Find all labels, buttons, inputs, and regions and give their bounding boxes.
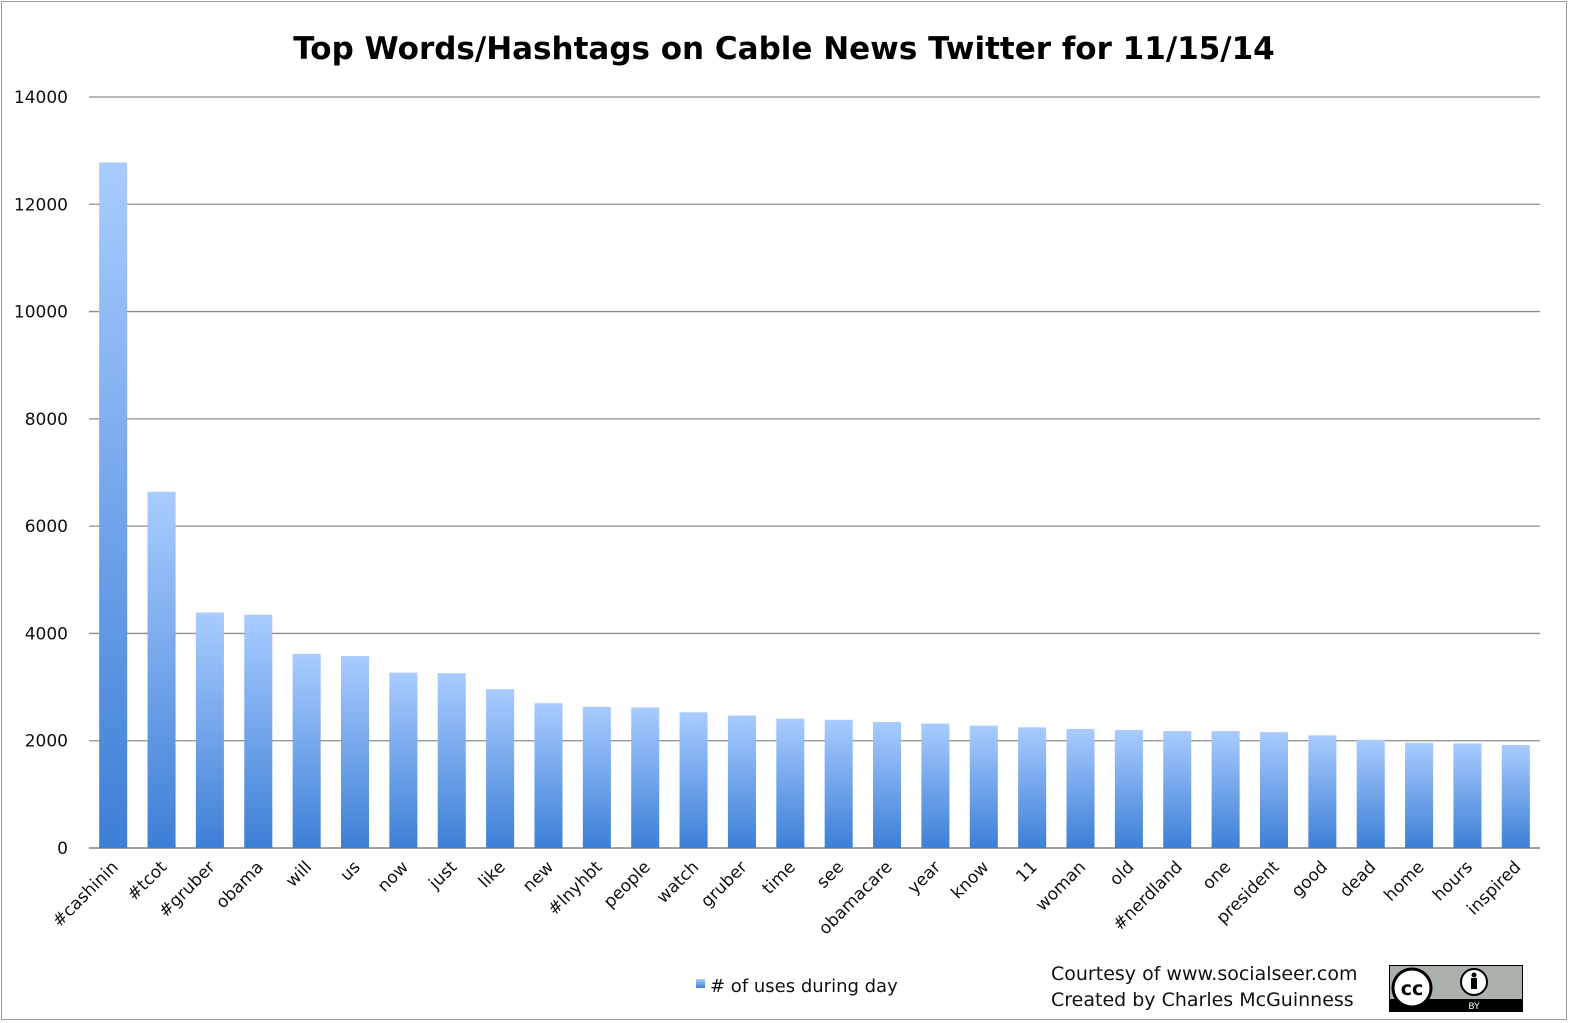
x-tick-label: one bbox=[1199, 857, 1236, 894]
x-tick-label: see bbox=[813, 857, 848, 892]
gridlines bbox=[89, 96, 1540, 849]
bar bbox=[99, 162, 128, 849]
bar bbox=[582, 706, 611, 848]
x-tick-label: now bbox=[374, 857, 413, 896]
credits-author: Created by Charles McGuinness bbox=[1051, 989, 1354, 1011]
bar bbox=[437, 673, 466, 848]
x-tick-label: 11 bbox=[1012, 857, 1041, 886]
x-tick-label: inspired bbox=[1463, 857, 1525, 919]
bar bbox=[921, 723, 950, 848]
bar bbox=[727, 715, 756, 848]
bar bbox=[147, 491, 176, 848]
legend-swatch bbox=[696, 979, 705, 988]
x-tick-label: year bbox=[904, 857, 945, 898]
bar bbox=[1163, 731, 1192, 848]
x-tick-label: will bbox=[282, 857, 316, 891]
bar bbox=[1356, 739, 1385, 848]
x-tick-label: dead bbox=[1336, 857, 1380, 901]
bar bbox=[1114, 729, 1143, 848]
bar bbox=[1211, 731, 1240, 848]
bar bbox=[1453, 743, 1482, 848]
bar bbox=[292, 653, 321, 848]
bar bbox=[340, 655, 370, 848]
bar bbox=[1066, 728, 1095, 848]
x-tick-label: woman bbox=[1032, 857, 1090, 915]
legend: # of uses during day bbox=[696, 976, 898, 997]
bar bbox=[486, 689, 515, 848]
x-tick-label: old bbox=[1106, 857, 1138, 889]
credits-courtesy: Courtesy of www.socialseer.com bbox=[1051, 963, 1358, 985]
y-axis-ticks: 0 2000 4000 6000 8000 10000 12000 14000 bbox=[14, 88, 68, 859]
x-tick-label: just bbox=[424, 857, 461, 894]
bar bbox=[631, 707, 660, 848]
bar bbox=[1405, 742, 1434, 848]
y-tick-label: 2000 bbox=[25, 732, 68, 752]
bar bbox=[824, 719, 853, 848]
x-tick-label: people bbox=[600, 857, 655, 912]
x-tick-label: home bbox=[1380, 857, 1428, 905]
bars bbox=[99, 162, 1530, 849]
badge-cc-text: cc bbox=[1401, 978, 1424, 1000]
legend-label: # of uses during day bbox=[710, 976, 898, 997]
y-tick-label: 10000 bbox=[14, 303, 68, 323]
credits: Courtesy of www.socialseer.com Created b… bbox=[1051, 961, 1357, 1013]
bar bbox=[969, 725, 998, 848]
x-tick-label: obama bbox=[212, 857, 268, 913]
x-tick-label: watch bbox=[653, 857, 703, 907]
bar bbox=[1259, 732, 1289, 848]
x-tick-label: like bbox=[475, 857, 510, 892]
y-tick-label: 12000 bbox=[14, 195, 68, 215]
y-tick-label: 4000 bbox=[25, 624, 68, 644]
x-tick-label: new bbox=[519, 857, 558, 896]
bar bbox=[244, 614, 273, 848]
bar bbox=[873, 721, 902, 848]
x-tick-label: #lnyhbt bbox=[544, 857, 606, 919]
bar bbox=[1018, 727, 1047, 848]
y-tick-label: 0 bbox=[57, 839, 68, 859]
bar bbox=[195, 612, 224, 848]
bar bbox=[1501, 745, 1530, 848]
y-tick-label: 6000 bbox=[25, 517, 68, 537]
bar bbox=[679, 712, 708, 848]
y-tick-label: 14000 bbox=[14, 88, 68, 108]
badge-by-text: BY bbox=[1468, 1002, 1480, 1012]
x-tick-label: time bbox=[759, 857, 800, 898]
creative-commons-by-icon: cc BY bbox=[1389, 965, 1523, 1012]
x-tick-label: good bbox=[1288, 857, 1332, 901]
bar bbox=[1308, 735, 1337, 848]
chart-title: Top Words/Hashtags on Cable News Twitter… bbox=[293, 31, 1275, 67]
bar bbox=[776, 718, 805, 848]
x-tick-label: #cashinin bbox=[49, 857, 123, 931]
bar bbox=[534, 703, 563, 848]
x-tick-label: gruber bbox=[697, 857, 751, 911]
x-tick-label: us bbox=[337, 857, 365, 885]
bar bbox=[389, 672, 418, 848]
y-tick-label: 8000 bbox=[25, 410, 68, 430]
x-tick-label: know bbox=[947, 857, 993, 903]
